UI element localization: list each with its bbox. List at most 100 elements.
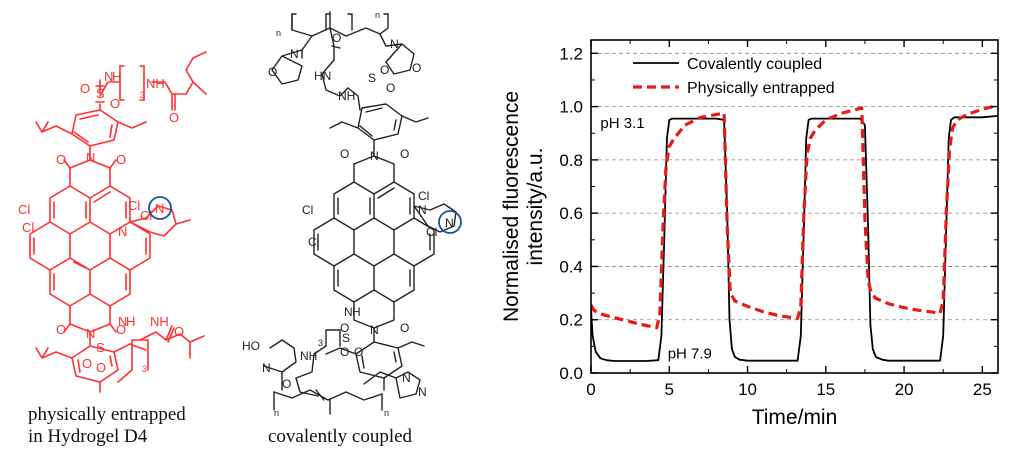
atom-left-o-top-amide: O xyxy=(169,110,179,125)
atom-left-o-imide3: O xyxy=(56,322,66,337)
atom-left-n-imide-bottom: N xyxy=(86,326,95,341)
atom-left-h-bottom: H xyxy=(126,314,135,329)
atom-right-o-imide2: O xyxy=(400,147,409,161)
structure-covalently-coupled: n n N O O N O HN NH S O O O N O Cl Cl Cl… xyxy=(242,10,462,418)
atom-left-sub3-top: 3 xyxy=(140,90,145,100)
atom-right-nh1: NH xyxy=(338,89,355,103)
atom-left-o-s2a: O xyxy=(82,356,92,371)
legend-label: Physically entrapped xyxy=(687,80,835,97)
legend-label: Covalently coupled xyxy=(687,56,822,73)
atom-right-o-amide1: O xyxy=(332,31,341,45)
chart-grid xyxy=(591,52,998,321)
caption-left-line2: in Hydrogel D4 xyxy=(28,426,148,447)
y-tick-label: 0.0 xyxy=(559,364,583,383)
series-covalently-coupled xyxy=(591,115,998,362)
atom-right-cl4: Cl xyxy=(426,225,437,239)
atom-right-cl2: Cl xyxy=(418,189,429,203)
atom-right-o-s1b: O xyxy=(386,81,395,95)
chart-series xyxy=(591,103,998,362)
atom-left-o-imide2: O xyxy=(116,152,126,167)
atom-left-n-pip: N xyxy=(118,224,127,239)
x-tick-label: 5 xyxy=(665,380,674,399)
atom-right-cl3: Cl xyxy=(308,235,319,249)
atom-right-o-morph2: O xyxy=(412,61,421,75)
atom-left-n: N xyxy=(104,69,113,84)
chart-ticks: 0.0 0.2 0.4 0.6 0.8 1.0 1.2 0 5 10 15 20 25 xyxy=(559,40,998,399)
atom-right-sub-n1: n xyxy=(276,28,281,38)
protonation-site-left: N xyxy=(148,196,172,220)
atom-right-ho: HO xyxy=(242,339,260,353)
caption-covalently-coupled: covalently coupled xyxy=(268,426,413,447)
atom-left-s-top: S xyxy=(96,86,105,101)
atom-right-h-bottom: H xyxy=(352,305,361,319)
atom-left-cl4: Cl xyxy=(140,208,152,223)
chart-legend: Covalently coupled Physically entrapped xyxy=(633,56,835,97)
atom-right-n-methyl: N xyxy=(262,361,271,375)
plot-frame xyxy=(590,39,999,374)
y-tick-label: 0.2 xyxy=(559,311,583,330)
atom-right-o-amide2: O xyxy=(282,377,291,391)
atom-right-nh5: NH xyxy=(300,349,317,363)
atom-right-n-morph3: N xyxy=(402,371,411,385)
x-tick-label: 25 xyxy=(973,380,992,399)
atom-right-n-morph4: N xyxy=(418,385,427,399)
atom-left-h: H xyxy=(112,69,121,84)
atom-right-cl1: Cl xyxy=(302,203,313,217)
atom-right-o-s2a: O xyxy=(340,345,349,359)
structure-physically-entrapped: N H NH 3 O O S O O N O Cl Cl Cl N O N O … xyxy=(18,51,207,393)
atom-left-nh-bottom: NH xyxy=(150,314,169,329)
atom-left-n-imide-top: N xyxy=(86,150,95,165)
y-axis-label-line: Normalised fluorescence xyxy=(500,91,523,322)
atom-left-sub3-bottom: 3 xyxy=(142,364,147,374)
atom-right-n-pip: N xyxy=(418,203,427,217)
atom-right-o-imide4: O xyxy=(400,321,409,335)
atom-right-sub-n3: n xyxy=(274,408,279,418)
atom-right-sub3: 3 xyxy=(318,338,323,348)
atom-right-s-bottom: S xyxy=(342,331,350,345)
atom-right-sub-n2: n xyxy=(375,10,380,20)
atom-left-o-imide1: O xyxy=(56,152,66,167)
series-physically-entrapped xyxy=(591,103,998,330)
atom-right-o-s1a: O xyxy=(380,63,389,77)
atom-left-o-s1b: O xyxy=(110,96,120,111)
atom-right-n-imide-top: N xyxy=(370,149,379,163)
atom-left-o-s1a: O xyxy=(80,81,90,96)
atom-right-n-imide-bottom: N xyxy=(370,323,379,337)
atom-left-nh-top: NH xyxy=(146,76,165,91)
x-tick-label: 0 xyxy=(586,380,595,399)
y-axis-label: Normalised fluorescenceintensity/a.u. xyxy=(500,91,547,322)
fluorescence-chart: 0.0 0.2 0.4 0.6 0.8 1.0 1.2 0 5 10 15 20 25 Covalent… xyxy=(500,39,999,429)
atom-right-o-imide1: O xyxy=(340,147,349,161)
caption-left-line1: physically entrapped xyxy=(28,404,186,425)
atom-left-n-bottom: N xyxy=(118,314,127,329)
x-axis-label: Time/min xyxy=(752,406,838,429)
y-tick-label: 1.0 xyxy=(559,98,583,117)
atom-right-n-circled: N xyxy=(445,216,454,230)
atom-right-s-top: S xyxy=(368,71,376,85)
atom-left-o-bottom-amide: O xyxy=(174,324,184,339)
caption-physically-entrapped: physically entrapped in Hydrogel D4 xyxy=(28,404,186,448)
protonation-site-right: N xyxy=(438,210,462,234)
annotation-ph-low: pH 7.9 xyxy=(668,345,712,362)
atom-left-cl2: Cl xyxy=(18,202,30,217)
x-tick-label: 10 xyxy=(738,380,757,399)
atom-right-sub-n4: n xyxy=(384,408,389,418)
y-axis-label-line: intensity/a.u. xyxy=(524,148,547,266)
atom-left-n-circled: N xyxy=(155,201,164,216)
atom-right-o-morph1: O xyxy=(268,65,277,79)
atom-right-o-imide3: O xyxy=(340,321,349,335)
y-tick-label: 0.4 xyxy=(559,257,583,276)
atom-right-n-morph1: N xyxy=(290,47,299,61)
atom-left-o-s2b: O xyxy=(96,360,106,375)
y-tick-label: 0.8 xyxy=(559,151,583,170)
atom-right-hn: HN xyxy=(314,69,331,83)
atom-left-cl3: Cl xyxy=(22,220,34,235)
atom-right-n-morph2: N xyxy=(390,37,399,51)
atom-right-o-s2b: O xyxy=(354,345,363,359)
atom-left-s-bottom: S xyxy=(96,340,105,355)
x-tick-label: 15 xyxy=(816,380,835,399)
x-tick-label: 20 xyxy=(895,380,914,399)
annotation-ph-high: pH 3.1 xyxy=(600,115,644,132)
atom-left-cl1: Cl xyxy=(128,198,140,213)
y-tick-label: 0.6 xyxy=(559,204,583,223)
